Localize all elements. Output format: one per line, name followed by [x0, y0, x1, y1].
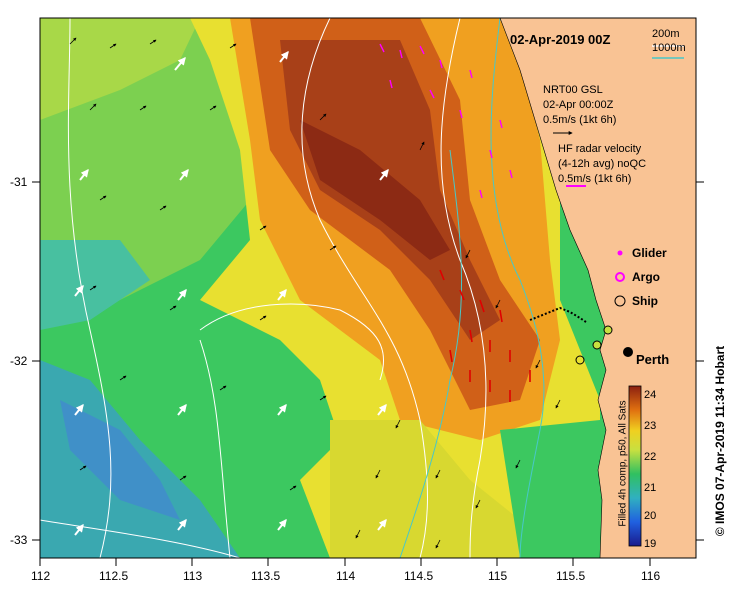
hf-line2: (4-12h avg) noQC [558, 158, 647, 170]
y-tick-label: -31 [10, 175, 28, 189]
bathymetry-contours-deep [40, 18, 487, 558]
sst-zone-blue-southwest [60, 400, 180, 520]
x-tick-label: 112.5 [99, 569, 129, 583]
argo-legend-label: Argo [632, 270, 660, 284]
x-tick-label: 115 [488, 569, 508, 583]
colorbar-tick: 19 [644, 538, 657, 550]
ship-legend-icon [614, 295, 626, 307]
ghrsst-velocity-arrows [69, 37, 561, 549]
map-frame [39, 17, 697, 559]
ship-marker-2 [592, 340, 602, 350]
scale-label-200m: 200m [652, 28, 680, 40]
glider-legend-label: Glider [632, 246, 667, 260]
x-tick-label: 116 [641, 569, 661, 583]
ship-marker-1 [603, 325, 613, 335]
sst-zone-cyan-west [40, 240, 150, 330]
bathymetry-contours-shelf [399, 18, 545, 558]
hf-speed: 0.5m/s (1kt 6h) [558, 173, 632, 185]
nrt-speed: 0.5m/s (1kt 6h) [543, 114, 617, 126]
x-tick-label: 114.5 [404, 569, 434, 583]
hf-radar-arrows-perth [439, 269, 531, 402]
map-title: 02-Apr-2019 00Z [510, 32, 611, 47]
white-current-arrows [74, 50, 389, 536]
x-tick-label: 114 [336, 569, 356, 583]
map-area [40, 18, 696, 558]
argo-legend-icon [615, 272, 625, 282]
credit-label: © IMOS 07-Apr-2019 11:34 Hobart [713, 345, 727, 537]
colorbar-label: Filled 4h comp, p50, All Sats [617, 400, 629, 527]
colorbar-tick: 21 [644, 482, 657, 494]
y-tick-label: -33 [10, 533, 28, 547]
axis-ticks [32, 181, 704, 566]
y-tick-label: -32 [10, 354, 28, 368]
colorbar [628, 385, 642, 547]
ship-legend-label: Ship [632, 294, 658, 308]
nrt-line1: NRT00 GSL [543, 84, 603, 96]
colorbar-tick: 23 [644, 420, 657, 432]
ship-marker-3 [575, 355, 585, 365]
colorbar-tick: 24 [644, 389, 657, 401]
hf-radar-arrows-north [379, 43, 513, 199]
x-tick-label: 113.5 [251, 569, 281, 583]
hf-line1: HF radar velocity [558, 143, 642, 155]
glider-track [529, 306, 587, 323]
city-label-perth: Perth [636, 352, 670, 367]
x-tick-label: 115.5 [556, 569, 586, 583]
nrt-line2: 02-Apr 00:00Z [543, 99, 614, 111]
colorbar-tick: 22 [644, 451, 657, 463]
x-tick-label: 113 [183, 569, 203, 583]
perth-location-marker [623, 347, 633, 357]
glider-legend-icon [617, 250, 623, 256]
x-tick-label: 112 [31, 569, 51, 583]
colorbar-tick: 20 [644, 510, 657, 522]
scale-label-1000m: 1000m [652, 42, 686, 54]
landmass-western-australia [499, 18, 696, 558]
